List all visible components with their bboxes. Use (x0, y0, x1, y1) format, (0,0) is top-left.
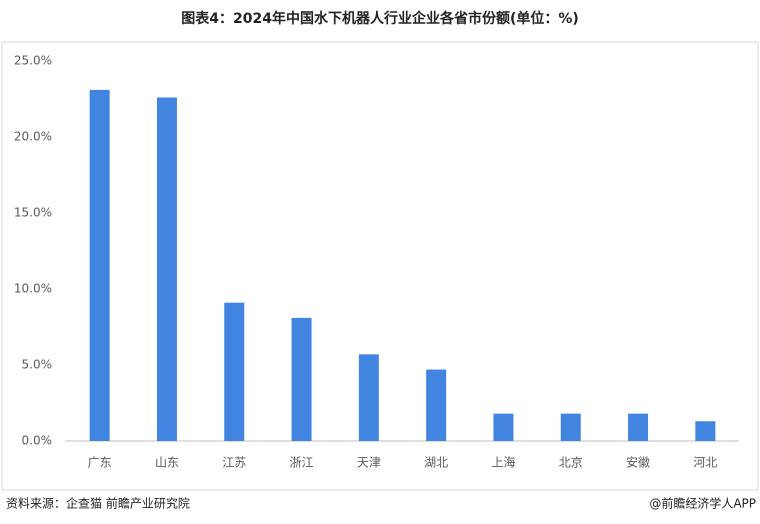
chart-title: 图表4：2024年中国水下机器人行业企业各省市份额(单位：%) (181, 10, 579, 27)
bar (695, 421, 716, 441)
y-tick-label: 5.0% (22, 358, 53, 372)
source: 资料来源：企查猫 前瞻产业研究院 (6, 496, 190, 511)
y-tick-label: 10.0% (14, 282, 52, 296)
bar (156, 97, 177, 441)
bar (89, 89, 110, 441)
x-tick-label: 天津 (357, 456, 381, 470)
y-tick-label: 0.0% (22, 434, 53, 448)
y-tick-label: 15.0% (14, 206, 52, 220)
x-tick-label: 浙江 (290, 456, 314, 470)
x-tick-label: 广东 (88, 456, 112, 470)
x-tick-label: 湖北 (424, 455, 448, 470)
x-tick-label: 河北 (693, 456, 717, 470)
x-tick-label: 山东 (155, 456, 179, 470)
bar (224, 302, 245, 441)
y-tick-label: 25.0% (14, 54, 52, 68)
x-tick-label: 安徽 (626, 455, 650, 470)
plot-frame (1, 41, 759, 491)
bar (628, 413, 649, 441)
bar (426, 369, 447, 441)
y-tick-label: 20.0% (14, 130, 52, 144)
x-tick-label: 北京 (559, 456, 583, 470)
bar (358, 354, 379, 441)
x-tick-label: 上海 (491, 455, 515, 470)
bar (560, 413, 581, 441)
x-tick-label: 江苏 (222, 456, 246, 470)
bar (493, 413, 514, 441)
bar (291, 317, 312, 441)
credit: @前瞻经济学人APP (649, 496, 756, 511)
